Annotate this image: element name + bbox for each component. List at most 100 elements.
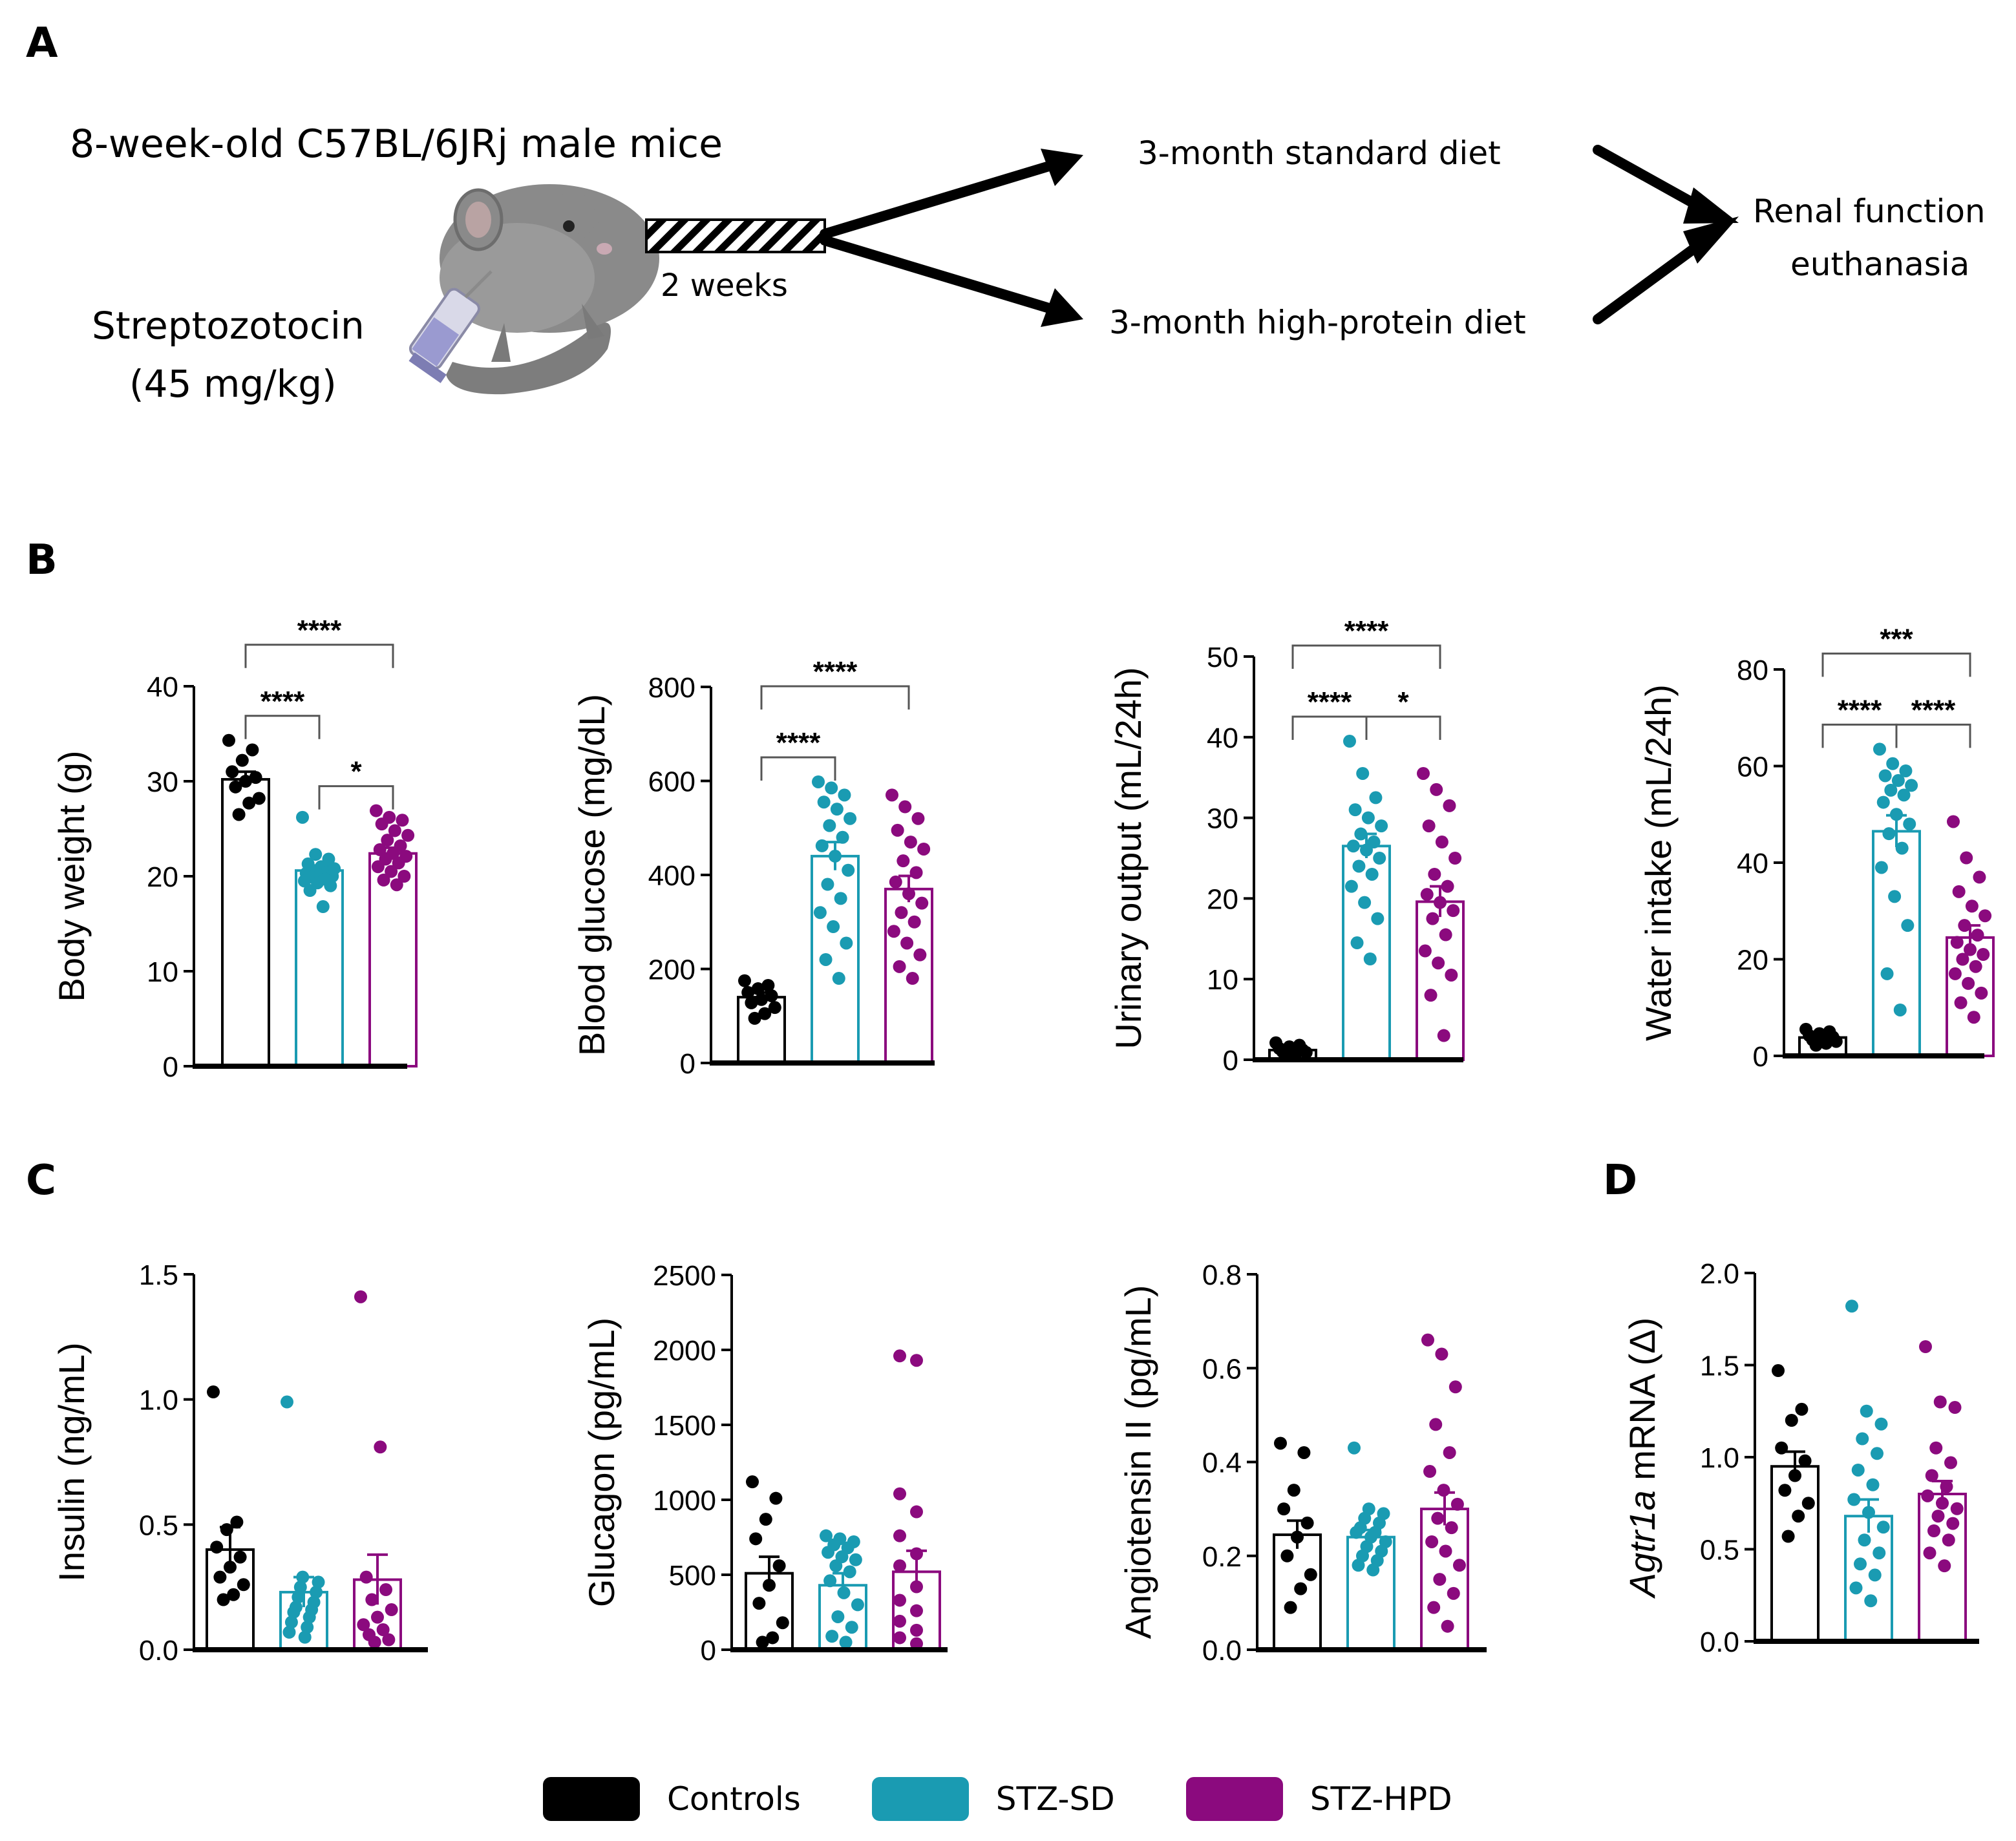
data-point	[897, 854, 910, 868]
data-point	[917, 842, 931, 856]
data-point	[281, 1395, 293, 1409]
data-point	[1884, 783, 1898, 797]
data-point	[1975, 986, 1988, 1000]
data-point	[1778, 1484, 1792, 1497]
data-point	[1348, 1441, 1361, 1455]
data-point	[1284, 1601, 1297, 1614]
y-axis-label-unit: mRNA (Δ)	[1622, 1318, 1662, 1491]
data-point	[900, 936, 914, 950]
data-point	[830, 803, 844, 816]
legend-label-stz-sd: STZ-SD	[995, 1780, 1115, 1818]
data-point	[230, 1515, 244, 1529]
data-point	[1854, 1557, 1867, 1571]
data-point	[1901, 919, 1915, 932]
legend-swatch-stz-hpd	[1185, 1777, 1283, 1821]
data-point	[237, 1578, 250, 1592]
data-point	[909, 866, 923, 879]
significance-bracket	[1291, 715, 1368, 741]
data-point	[1903, 817, 1916, 831]
data-point	[1443, 799, 1456, 812]
data-point	[815, 839, 829, 852]
y-tick-label: 2000	[653, 1335, 716, 1367]
data-point	[910, 1623, 923, 1637]
data-point	[1876, 1520, 1890, 1534]
data-point	[1868, 1568, 1882, 1582]
data-point	[1874, 861, 1888, 874]
y-axis-label: Angiotensin II (pg/mL)	[1118, 1285, 1158, 1639]
data-point	[1950, 936, 1964, 949]
data-point	[246, 743, 259, 757]
data-point	[1348, 803, 1362, 817]
data-point	[392, 856, 405, 870]
data-point	[907, 915, 921, 929]
data-point	[1371, 912, 1385, 925]
data-point	[1905, 779, 1918, 792]
data-point	[292, 1590, 305, 1604]
data-point	[834, 892, 847, 905]
legend-item-stz-hpd: STZ-HPD	[1185, 1777, 1452, 1821]
data-point	[898, 800, 912, 814]
data-point	[817, 795, 831, 809]
data-point	[1775, 1441, 1788, 1455]
data-point	[1919, 1340, 1932, 1353]
data-point	[761, 978, 775, 992]
significance-bracket	[1291, 644, 1441, 669]
arrowheads	[1041, 149, 1739, 327]
y-tick-label: 2500	[653, 1260, 716, 1292]
data-point	[893, 960, 906, 973]
data-point	[377, 873, 390, 887]
chart-insulin: 0.0 0.5 1.0 1.5 Insulin (ng/mL)	[51, 1259, 428, 1667]
chart-blood-glucose: 0 200 400 600 800 Blood glucose (mg/dL) **** **…	[571, 656, 935, 1080]
data-point	[1417, 766, 1430, 780]
data-point	[1350, 1526, 1363, 1539]
data-point	[1897, 788, 1911, 802]
data-point	[1427, 1601, 1441, 1614]
data-point	[756, 1636, 769, 1649]
data-point	[227, 1588, 240, 1601]
data-point	[1429, 1418, 1443, 1431]
data-point	[823, 1574, 837, 1588]
data-point	[381, 834, 394, 847]
data-point	[1441, 1619, 1454, 1633]
data-point	[1450, 1497, 1464, 1511]
data-point	[1788, 1469, 1801, 1482]
y-tick-label: 1.0	[1700, 1442, 1739, 1474]
data-point	[1969, 960, 1982, 973]
data-point	[1300, 1516, 1314, 1530]
y-tick-label: 30	[1207, 803, 1238, 835]
data-point	[312, 1575, 325, 1589]
data-point	[1289, 1047, 1303, 1060]
data-point	[1360, 843, 1373, 857]
y-tick-label: 10	[147, 956, 178, 988]
data-point	[839, 1636, 853, 1649]
y-tick-label: 0.0	[1700, 1626, 1739, 1658]
data-point	[1933, 1395, 1947, 1409]
y-tick-label: 1.5	[1700, 1351, 1739, 1382]
data-point	[1358, 896, 1372, 909]
data-point	[365, 1593, 379, 1606]
data-point	[370, 804, 383, 817]
data-point	[1927, 1524, 1940, 1537]
data-point	[376, 1623, 390, 1637]
data-point	[1820, 1036, 1833, 1050]
panel-label-b: B	[26, 536, 58, 584]
significance-label: ****	[776, 727, 821, 759]
data-point	[748, 1011, 761, 1025]
data-point	[1375, 819, 1388, 833]
y-axis-label-gene: Agtr1a	[1622, 1490, 1662, 1599]
data-point	[1921, 1489, 1935, 1502]
data-point	[831, 1610, 845, 1623]
bar-stz-sd	[1342, 845, 1391, 1062]
data-point	[1882, 827, 1896, 841]
data-point	[1435, 1347, 1448, 1361]
legend-item-controls: Controls	[543, 1777, 801, 1821]
significance-bracket	[1365, 715, 1441, 741]
data-point	[1876, 795, 1890, 809]
data-point	[1294, 1582, 1308, 1595]
data-point	[1356, 766, 1370, 780]
data-point	[1304, 1568, 1317, 1581]
y-tick-label: 1500	[653, 1410, 716, 1442]
data-point	[910, 1547, 923, 1561]
y-tick-label: 400	[648, 860, 695, 892]
data-point	[1952, 885, 1966, 898]
